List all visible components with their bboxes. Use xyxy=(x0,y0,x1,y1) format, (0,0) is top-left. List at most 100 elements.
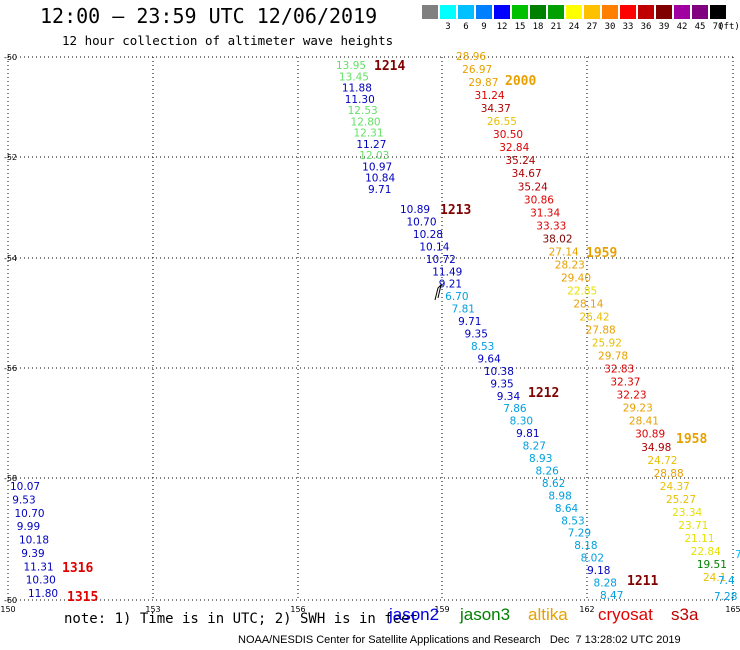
wave-height-value: 25.27 xyxy=(666,494,696,506)
legend-label: 45 xyxy=(694,22,706,32)
legend-swatch xyxy=(440,5,456,19)
legend-label: 33 xyxy=(622,22,634,32)
footer-note: note: 1) Time is in UTC; 2) SWH is in fe… xyxy=(64,611,419,627)
legend-label: 70 xyxy=(712,22,724,32)
wave-height-value: 10.14 xyxy=(419,241,449,253)
page-subtitle: 12 hour collection of altimeter wave hei… xyxy=(62,33,394,48)
time-label: 1958 xyxy=(676,432,707,447)
wave-height-value: 10.84 xyxy=(365,173,395,185)
wave-height-value: 8.98 xyxy=(548,490,571,502)
wave-height-labels: 13.9513.4511.8811.3012.5312.8012.3111.27… xyxy=(10,51,740,603)
wave-height-value: 22.84 xyxy=(691,546,721,558)
wave-height-value: 23.34 xyxy=(672,507,702,519)
wave-height-value: 29.78 xyxy=(598,351,628,363)
lon-tick-label: 159 xyxy=(434,605,449,614)
lat-tick-label: -54 xyxy=(4,254,17,263)
legend-label: 30 xyxy=(604,22,616,32)
wave-height-value: 6.70 xyxy=(445,291,468,303)
wave-height-value: 35.24 xyxy=(518,181,548,193)
lat-tick-label: -52 xyxy=(4,153,17,162)
wave-height-value: 19.51 xyxy=(697,559,727,571)
track-gap-mark xyxy=(434,283,442,301)
legend-swatch xyxy=(584,5,600,19)
legend-swatch xyxy=(458,5,474,19)
wave-height-value: 7.86 xyxy=(503,403,527,415)
wave-height-value: 10.72 xyxy=(426,254,456,266)
wave-height-value: 10.89 xyxy=(400,204,430,216)
satellite-label: cryosat xyxy=(598,605,653,624)
wave-height-value: 9.35 xyxy=(465,329,488,341)
wave-height-value: 8.26 xyxy=(535,465,559,477)
time-label: 1959 xyxy=(586,246,617,261)
lon-tick-label: 162 xyxy=(579,605,594,614)
legend-swatch xyxy=(692,5,708,19)
legend-label: 24 xyxy=(568,22,580,32)
wave-height-value: 9.71 xyxy=(368,184,391,196)
wave-height-value: 26.42 xyxy=(580,312,610,324)
wave-height-value: 33.33 xyxy=(536,220,566,232)
legend-label: 3 xyxy=(445,22,451,32)
legend-swatch xyxy=(422,5,438,19)
lon-tick-label: 150 xyxy=(0,605,15,614)
legend-label: 12 xyxy=(496,22,508,32)
wave-height-value: 28.23 xyxy=(555,259,585,271)
lon-tick-label: 156 xyxy=(290,605,305,614)
wave-height-value: 7.28 xyxy=(714,591,737,603)
wave-height-value: 29.23 xyxy=(623,403,653,415)
wave-height-value: 8.53 xyxy=(561,515,584,527)
wave-height-value: 8.64 xyxy=(555,503,579,515)
wave-height-value: 13.95 xyxy=(336,60,366,72)
wave-height-value: 13.45 xyxy=(339,71,369,83)
wave-height-value: 10.97 xyxy=(362,161,392,173)
wave-height-value: 27.14 xyxy=(549,246,579,258)
lat-tick-label: -56 xyxy=(4,364,17,373)
wave-height-value: 24.37 xyxy=(660,481,690,493)
legend-label: 15 xyxy=(514,22,526,32)
wave-height-value: 34.37 xyxy=(481,103,511,115)
wave-height-value: 9.81 xyxy=(516,428,539,440)
wave-height-value: 22.85 xyxy=(567,285,597,297)
wave-height-value: 8.27 xyxy=(523,441,546,453)
lat-tick-label: -50 xyxy=(4,53,17,62)
wave-height-value: 9.39 xyxy=(21,548,44,560)
legend-swatch xyxy=(620,5,636,19)
wave-height-value: 24.72 xyxy=(647,455,677,467)
wave-height-value: 30.86 xyxy=(524,194,554,206)
wave-height-value: 10.30 xyxy=(26,575,56,587)
wave-height-value: 24.1 xyxy=(703,572,726,584)
wave-height-value: 9.18 xyxy=(587,565,610,577)
legend-label: 18 xyxy=(532,22,544,32)
satellite-label: jason3 xyxy=(460,605,511,624)
wave-height-value: 29.40 xyxy=(561,272,591,284)
wave-height-value: 10.07 xyxy=(10,481,40,493)
wave-height-value: 9.35 xyxy=(490,378,513,390)
time-label: 1214 xyxy=(374,59,405,74)
wave-height-value: 32.83 xyxy=(604,364,634,376)
time-label: 1315 xyxy=(67,590,98,605)
wave-height-value: 10.70 xyxy=(406,216,436,228)
legend-swatch xyxy=(476,5,492,19)
wave-height-value: 31.34 xyxy=(530,207,560,219)
page-title: 12:00 – 23:59 UTC 12/06/2019 xyxy=(40,4,378,28)
time-label: 2000 xyxy=(505,74,536,89)
wave-height-value: 9.21 xyxy=(439,279,462,291)
wave-height-value: 34.98 xyxy=(641,442,671,454)
legend-label: 9 xyxy=(481,22,487,32)
legend-unit: (ft) xyxy=(718,22,740,32)
time-label: 1211 xyxy=(627,574,658,589)
wave-height-value: 8.30 xyxy=(510,416,533,428)
legend-swatch xyxy=(710,5,726,19)
wave-height-value: 8.02 xyxy=(581,553,604,565)
wave-height-value: 9.71 xyxy=(458,316,481,328)
wave-height-value: 23.71 xyxy=(678,520,708,532)
legend-label: 36 xyxy=(640,22,652,32)
wave-height-value: 11.30 xyxy=(345,94,375,106)
legend-label: 21 xyxy=(550,22,562,32)
lat-tick-label: -58 xyxy=(4,474,17,483)
time-label: 1316 xyxy=(62,561,93,576)
wave-height-value: 7.29 xyxy=(568,528,591,540)
wave-height-value: 12.03 xyxy=(359,150,389,162)
wave-height-value: 32.23 xyxy=(617,390,647,402)
wave-height-value: 31.24 xyxy=(475,90,505,102)
wave-height-value: 28.41 xyxy=(629,416,659,428)
